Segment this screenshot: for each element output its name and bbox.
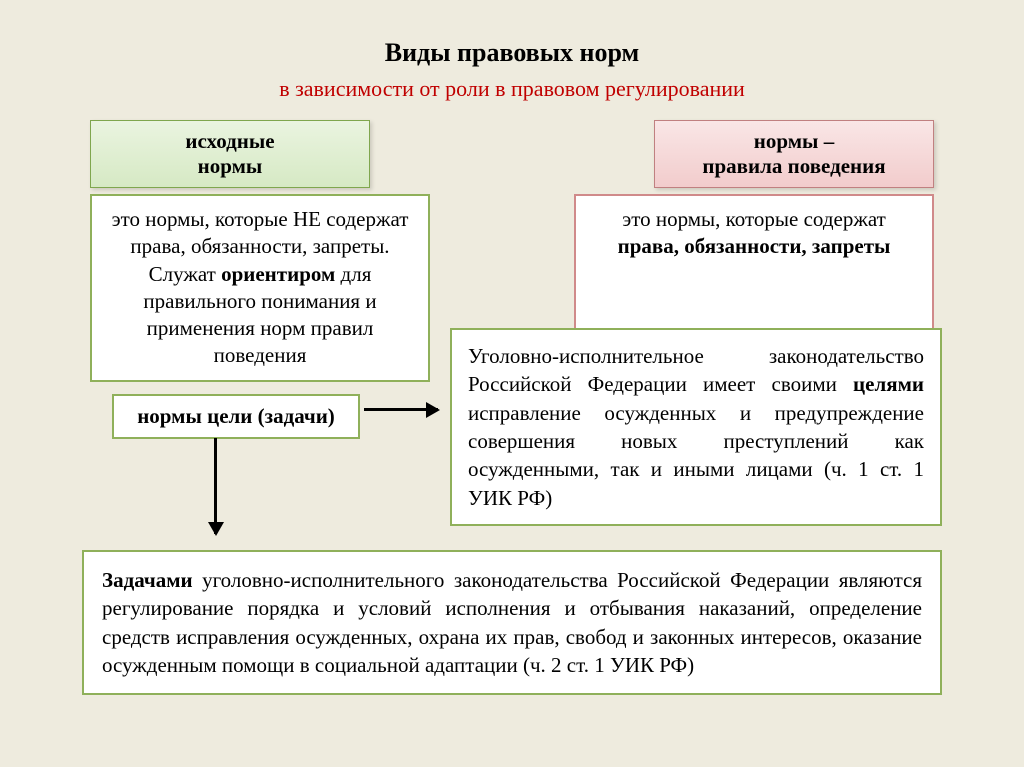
arrow-down-icon — [214, 438, 217, 534]
tasks-box: Задачами уголовно-исполнительного законо… — [82, 550, 942, 695]
legislation-b: целями — [853, 372, 924, 396]
behavior-norms-head-l2: правила поведения — [655, 154, 933, 179]
page-subtitle: в зависимости от роли в правовом регулир… — [0, 76, 1024, 102]
source-norms-head: исходные нормы — [90, 120, 370, 188]
arrow-right-icon — [364, 408, 438, 411]
tasks-lead: Задачами — [102, 568, 193, 592]
tasks-body: уголовно-исполнительного законодательств… — [102, 568, 922, 677]
source-norms-desc: это нормы, которые НЕ содержат права, об… — [90, 194, 430, 382]
page-title: Виды правовых норм — [0, 0, 1024, 68]
source-norms-desc-b: ориентиром — [221, 262, 335, 286]
goals-label: нормы цели (задачи) — [112, 394, 360, 439]
source-norms-head-l2: нормы — [91, 154, 369, 179]
source-norms-head-l1: исходные — [91, 129, 369, 154]
legislation-box: Уголовно-исполнительное законодательство… — [450, 328, 942, 526]
heads-row: исходные нормы нормы – правила поведения — [0, 120, 1024, 188]
behavior-norms-head-l1: нормы – — [655, 129, 933, 154]
legislation-c: исправление осужденных и предупреждение … — [468, 401, 924, 510]
behavior-norms-desc-b: права, обязанности, запреты — [618, 234, 891, 258]
behavior-norms-head: нормы – правила поведения — [654, 120, 934, 188]
behavior-norms-desc-a: это нормы, которые содержат — [622, 207, 886, 231]
